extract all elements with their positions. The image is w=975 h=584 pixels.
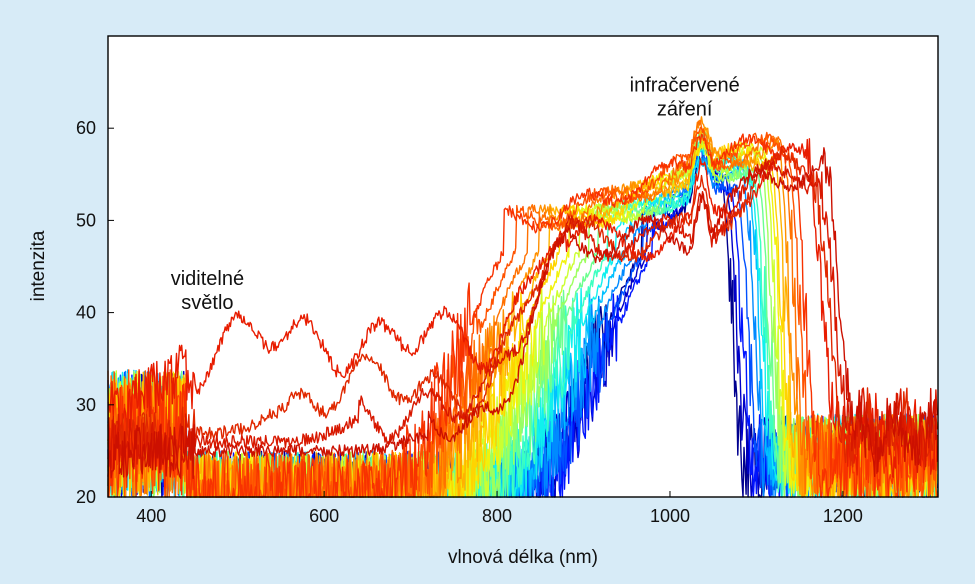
x-tick-label: 800 xyxy=(482,506,512,526)
y-tick-label: 50 xyxy=(76,210,96,230)
series-line xyxy=(107,133,938,498)
x-tick-label: 400 xyxy=(136,506,166,526)
x-tick-label: 600 xyxy=(309,506,339,526)
series-layer xyxy=(107,116,938,498)
y-tick-label: 40 xyxy=(76,303,96,323)
y-ticks: 20 30 40 50 60 xyxy=(76,118,114,507)
annotation-line: infračervené xyxy=(630,74,740,96)
series-line xyxy=(107,138,938,479)
series-line xyxy=(107,147,938,479)
annotation-line: viditelné xyxy=(171,268,244,290)
series-line xyxy=(107,148,938,469)
annotation-line: záření xyxy=(657,98,713,120)
y-tick-label: 30 xyxy=(76,395,96,415)
x-axis-label: vlnová délka (nm) xyxy=(448,547,598,568)
x-tick-label: 1200 xyxy=(823,506,863,526)
x-ticks: 400 600 800 1000 1200 xyxy=(136,491,863,526)
y-tick-label: 60 xyxy=(76,118,96,138)
annotation-line: světlo xyxy=(181,292,233,314)
y-tick-label: 20 xyxy=(76,487,96,507)
y-axis-label: intenzita xyxy=(28,230,49,301)
plot-frame xyxy=(107,35,939,498)
x-tick-label: 1000 xyxy=(650,506,690,526)
